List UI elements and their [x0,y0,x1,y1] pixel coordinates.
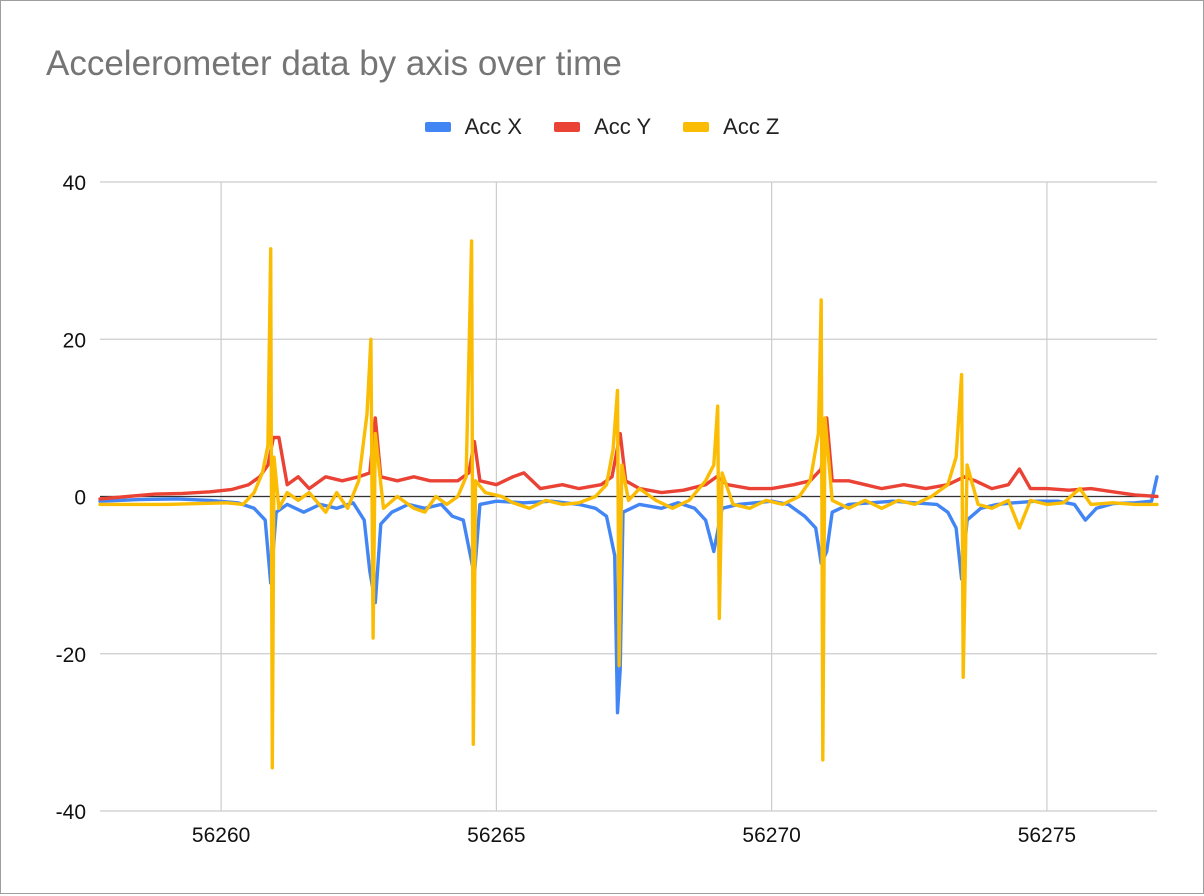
legend-swatch-acc-z [683,122,710,132]
y-tick-label: -40 [56,801,86,824]
series-line-acc-y [98,416,1159,501]
legend-item-acc-y[interactable]: Acc Y [554,114,651,140]
legend-label-acc-y: Acc Y [594,114,652,139]
legend-item-acc-x[interactable]: Acc X [424,114,523,140]
series-line-acc-x [98,475,1159,715]
legend-item-acc-z[interactable]: Acc Z [683,114,779,140]
legend-label-acc-z: Acc Z [723,114,780,139]
y-tick-label: -20 [56,644,86,667]
chart-title: Accelerometer data by axis over time [46,44,622,83]
x-tick-label: 56275 [1018,824,1076,847]
legend-swatch-acc-x [424,122,451,132]
legend-label-acc-x: Acc X [464,114,523,139]
y-tick-label: 40 [63,172,86,195]
x-tick-label: 56265 [467,824,525,847]
y-tick-label: 0 [74,487,86,510]
legend: Acc X Acc Y Acc Z [0,114,1204,140]
x-tick-label: 56260 [192,824,250,847]
x-tick-label: 56270 [742,824,800,847]
series-line-acc-z [98,239,1159,770]
y-tick-label: 20 [63,329,86,352]
legend-swatch-acc-y [554,122,581,132]
